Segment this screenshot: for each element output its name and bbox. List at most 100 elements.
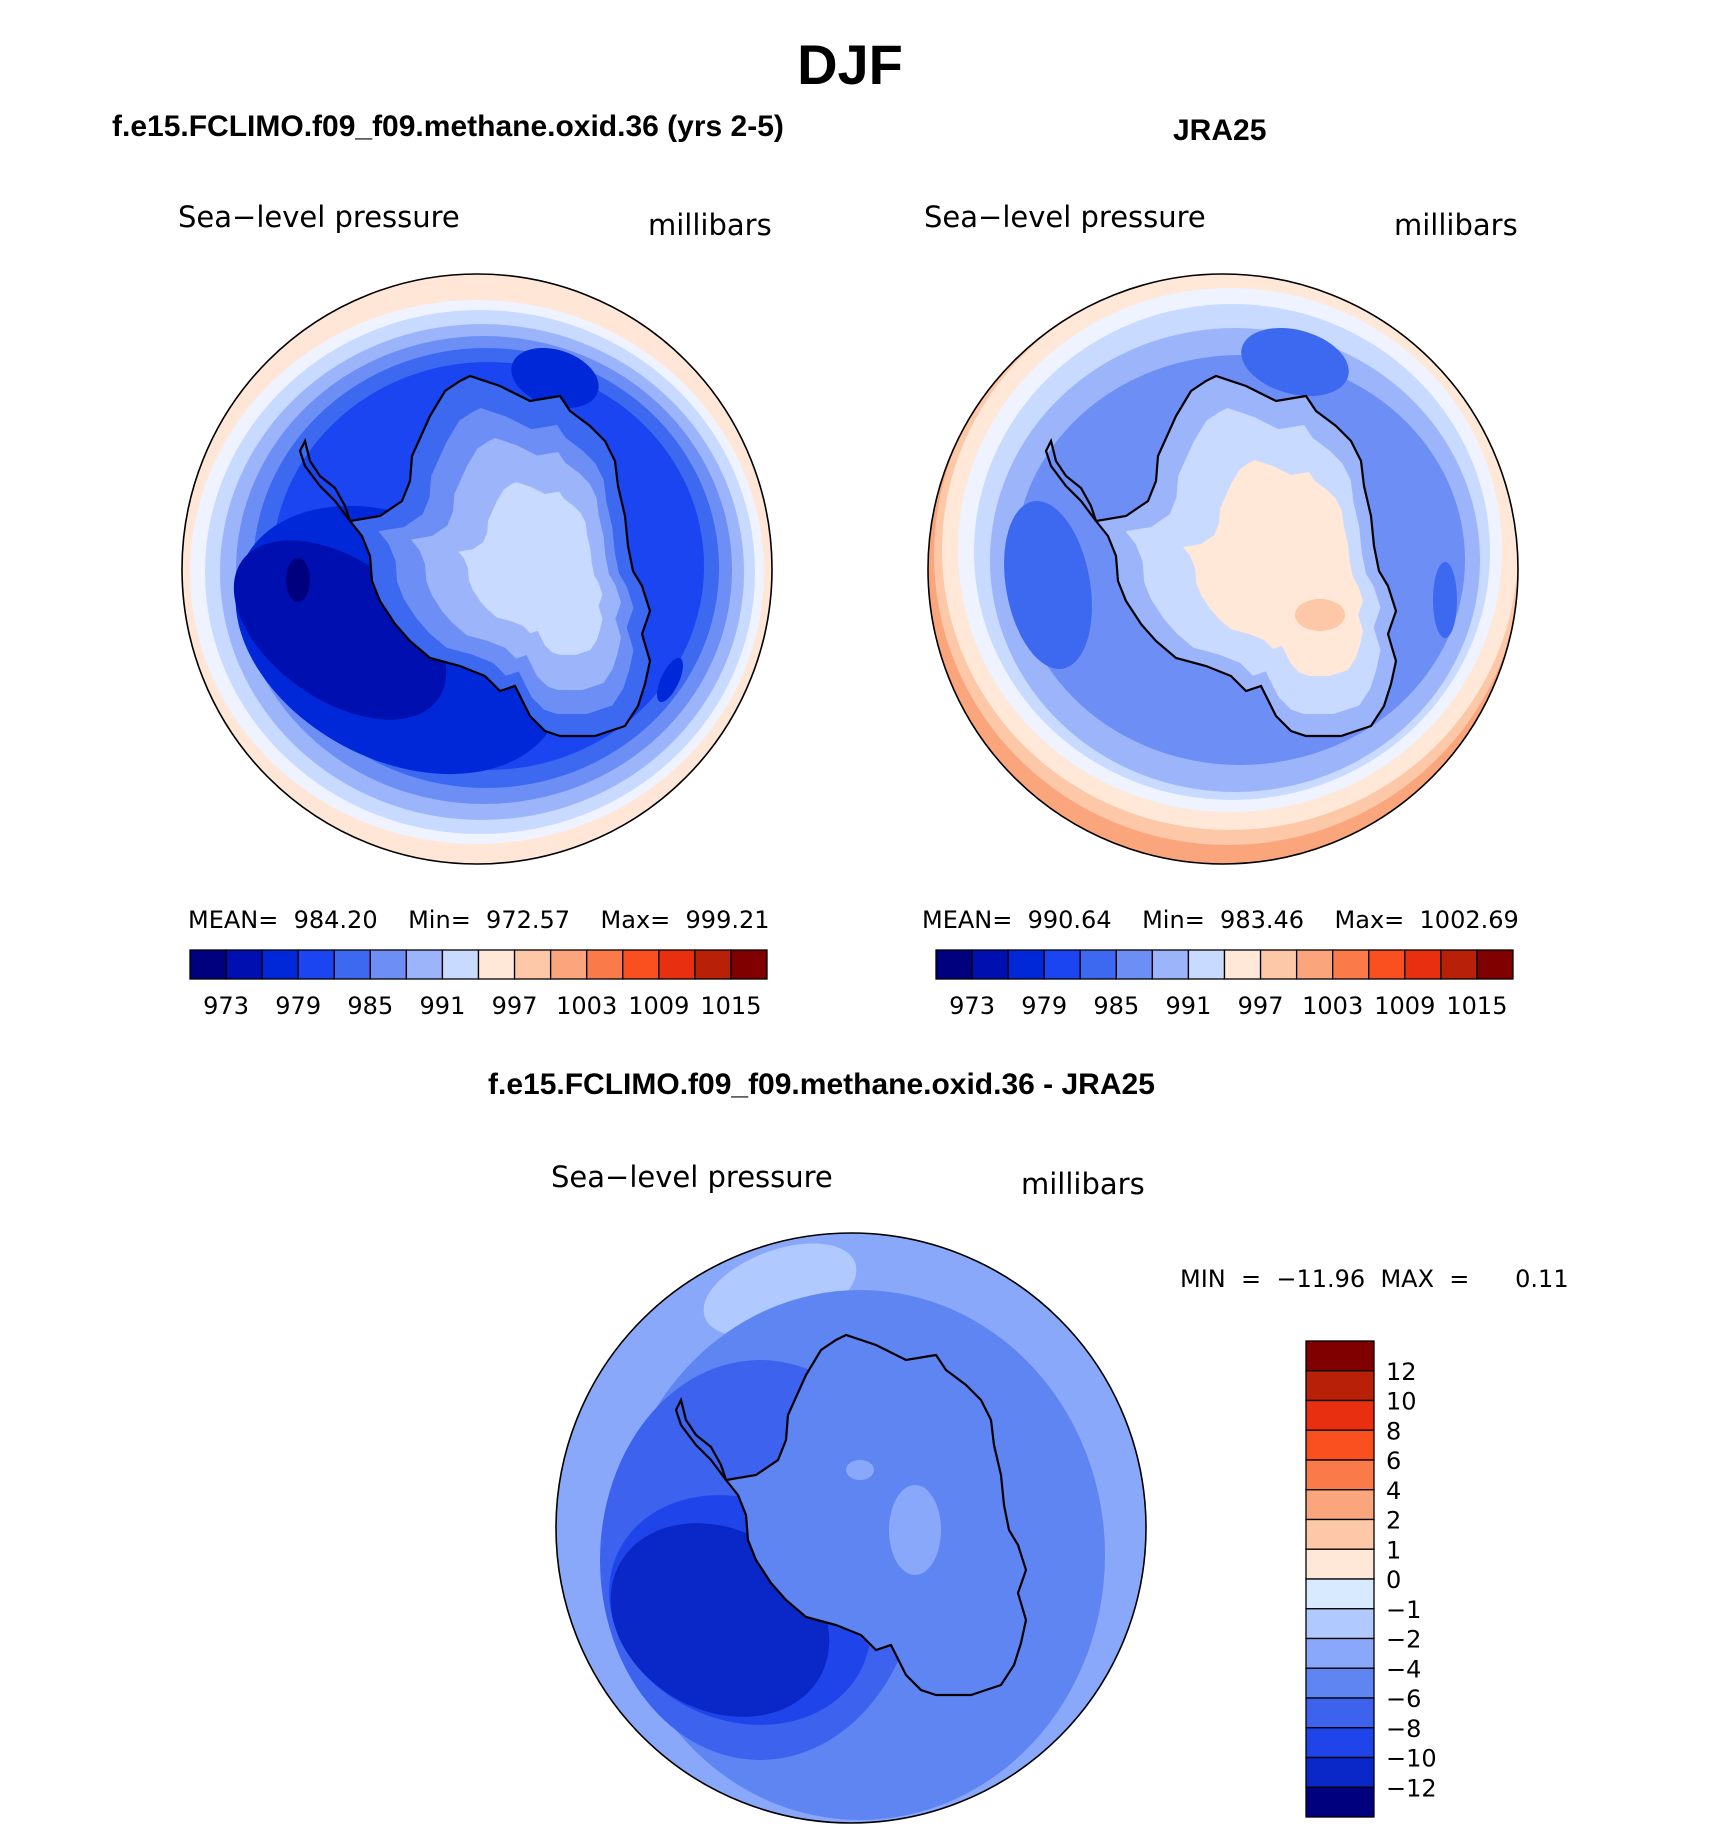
diff-colorbar-box xyxy=(1305,1518,1375,1550)
model-map xyxy=(182,274,772,864)
obs-colorbar-box xyxy=(971,949,1009,980)
model-colorbar-box xyxy=(622,949,660,980)
model-colorbar-tick-label: 1009 xyxy=(628,992,689,1020)
obs-colorbar-box xyxy=(935,949,973,980)
model-case-title: f.e15.FCLIMO.f09_f09.methane.oxid.36 (yr… xyxy=(112,110,784,143)
diff-colorbar-tick-label: −1 xyxy=(1386,1596,1421,1624)
obs-map xyxy=(928,274,1518,864)
obs-colorbar-box xyxy=(1368,949,1406,980)
diff-colorbar-tick-label: −12 xyxy=(1386,1774,1437,1802)
obs-colorbar-box xyxy=(1259,949,1298,980)
obs-colorbar-box xyxy=(1295,949,1334,980)
model-colorbar-box xyxy=(694,949,732,980)
obs-colorbar-box xyxy=(1115,949,1154,980)
diff-colorbar-tick-label: 2 xyxy=(1386,1507,1401,1535)
diff-map-border xyxy=(555,1232,1147,1824)
model-colorbar-box xyxy=(261,949,299,980)
obs-colorbar-tick-label: 985 xyxy=(1093,992,1139,1020)
model-colorbar-box xyxy=(189,949,227,980)
obs-colorbar-box xyxy=(1404,949,1442,980)
model-colorbar-box xyxy=(477,949,516,980)
diff-colorbar-box xyxy=(1305,1608,1375,1640)
diff-colorbar-box xyxy=(1305,1697,1375,1729)
diff-colorbar-tick-label: 4 xyxy=(1386,1477,1401,1505)
model-colorbar: 973 979 985 991 997 1003 1009 1015 xyxy=(189,949,768,1020)
model-colorbar-box xyxy=(549,949,588,980)
diff-colorbar-tick-label: 0 xyxy=(1386,1566,1401,1594)
obs-case-title: JRA25 xyxy=(1173,114,1267,147)
diff-colorbar-box xyxy=(1305,1340,1375,1372)
model-colorbar-box xyxy=(513,949,552,980)
model-colorbar-box xyxy=(586,949,624,980)
model-colorbar-tick-label: 991 xyxy=(420,992,466,1020)
model-map-border xyxy=(181,273,773,865)
diff-colorbar-box xyxy=(1305,1786,1375,1818)
diff-stats-text: MIN = −11.96 MAX = 0.11 xyxy=(1180,1265,1569,1293)
model-colorbar-box xyxy=(225,949,263,980)
diff-colorbar-box xyxy=(1305,1727,1375,1759)
diff-units-label: millibars xyxy=(1021,1167,1145,1201)
obs-colorbar: 973 979 985 991 997 1003 1009 1015 xyxy=(935,949,1514,1020)
diff-colorbar-tick-label: −10 xyxy=(1386,1745,1437,1773)
diff-colorbar-tick-label: −4 xyxy=(1386,1655,1421,1683)
obs-colorbar-box xyxy=(1007,949,1045,980)
obs-colorbar-tick-label: 1009 xyxy=(1374,992,1435,1020)
model-colorbar-box xyxy=(333,949,371,980)
obs-units-label: millibars xyxy=(1394,208,1518,242)
diff-colorbar-tick-label: −6 xyxy=(1386,1685,1421,1713)
diff-colorbar-box xyxy=(1305,1578,1375,1610)
model-colorbar-box xyxy=(297,949,335,980)
diff-colorbar-box xyxy=(1305,1429,1375,1461)
diff-colorbar-box xyxy=(1305,1399,1375,1431)
obs-colorbar-box xyxy=(1223,949,1262,980)
model-colorbar-tick-label: 979 xyxy=(275,992,321,1020)
diff-colorbar-tick-label: −2 xyxy=(1386,1626,1421,1654)
model-colorbar-tick-label: 985 xyxy=(347,992,393,1020)
model-colorbar-tick-label: 997 xyxy=(492,992,538,1020)
diff-colorbar-box xyxy=(1305,1637,1375,1669)
obs-colorbar-tick-label: 1015 xyxy=(1446,992,1507,1020)
obs-colorbar-tick-label: 991 xyxy=(1166,992,1212,1020)
model-colorbar-box xyxy=(369,949,408,980)
obs-colorbar-box xyxy=(1440,949,1478,980)
obs-colorbar-box xyxy=(1079,949,1117,980)
diff-variable-label: Sea−level pressure xyxy=(551,1160,833,1194)
diff-colorbar-tick-label: 1 xyxy=(1386,1536,1401,1564)
model-colorbar-box xyxy=(730,949,768,980)
diff-colorbar-tick-label: 10 xyxy=(1386,1388,1417,1416)
diff-case-title: f.e15.FCLIMO.f09_f09.methane.oxid.36 - J… xyxy=(488,1068,1155,1101)
diff-colorbar-box xyxy=(1305,1489,1375,1521)
obs-colorbar-box xyxy=(1332,949,1370,980)
diff-colorbar-box xyxy=(1305,1667,1375,1699)
diff-colorbar-box xyxy=(1305,1370,1375,1402)
diff-colorbar-tick-label: 6 xyxy=(1386,1447,1401,1475)
diff-map xyxy=(556,1233,1146,1823)
obs-variable-label: Sea−level pressure xyxy=(924,200,1206,234)
diff-colorbar-tick-label: −8 xyxy=(1386,1715,1421,1743)
model-stats-text: MEAN= 984.20 Min= 972.57 Max= 999.21 xyxy=(188,906,770,934)
model-colorbar-box xyxy=(441,949,480,980)
obs-colorbar-tick-label: 1003 xyxy=(1302,992,1363,1020)
obs-colorbar-box xyxy=(1043,949,1081,980)
obs-colorbar-box xyxy=(1476,949,1514,980)
model-colorbar-tick-label: 1015 xyxy=(700,992,761,1020)
diff-colorbar-box xyxy=(1305,1548,1375,1580)
model-colorbar-tick-label: 973 xyxy=(203,992,249,1020)
model-units-label: millibars xyxy=(648,208,772,242)
model-colorbar-tick-label: 1003 xyxy=(556,992,617,1020)
model-colorbar-box xyxy=(405,949,444,980)
obs-colorbar-box xyxy=(1151,949,1190,980)
obs-colorbar-tick-label: 979 xyxy=(1021,992,1067,1020)
obs-colorbar-box xyxy=(1187,949,1226,980)
diff-colorbar-tick-label: 12 xyxy=(1386,1358,1417,1386)
obs-colorbar-tick-label: 973 xyxy=(949,992,995,1020)
diff-colorbar-box xyxy=(1305,1459,1375,1491)
obs-colorbar-tick-label: 997 xyxy=(1238,992,1284,1020)
diff-colorbar-tick-label: 8 xyxy=(1386,1417,1401,1445)
model-variable-label: Sea−level pressure xyxy=(178,200,460,234)
obs-map-border xyxy=(927,273,1519,865)
diff-colorbar-box xyxy=(1305,1756,1375,1788)
season-title: DJF xyxy=(797,33,903,96)
